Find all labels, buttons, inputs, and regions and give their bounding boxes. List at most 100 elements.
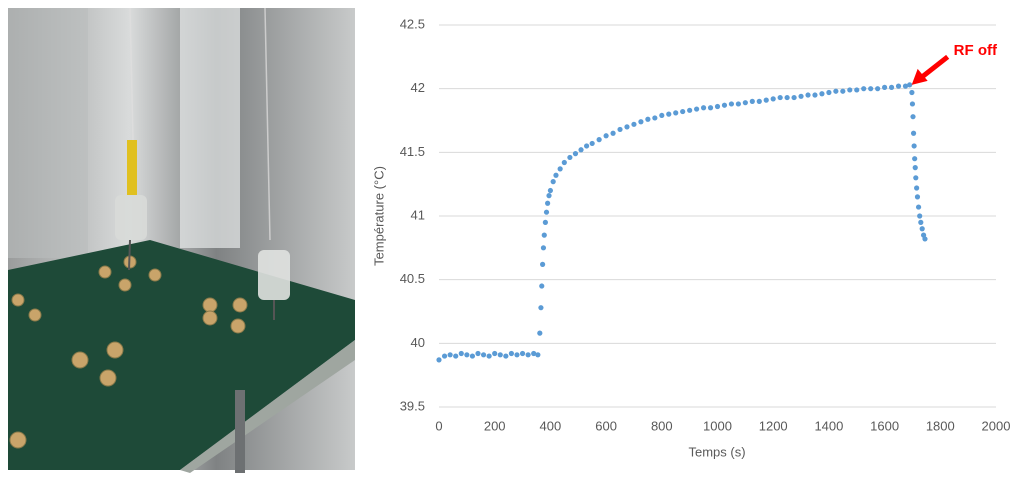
data-point: [784, 94, 790, 101]
data-point: [861, 86, 867, 92]
data-point: [537, 330, 543, 336]
x-tick-label: 600: [595, 418, 617, 433]
data-point: [721, 102, 728, 108]
data-point: [910, 130, 917, 136]
data-point: [540, 261, 546, 267]
data-point: [617, 126, 623, 133]
data-point: [914, 194, 921, 200]
x-tick-label: 1600: [870, 418, 899, 433]
data-point: [567, 154, 573, 161]
y-tick-label: 39.5: [400, 398, 425, 413]
data-point: [917, 213, 923, 219]
x-tick-label: 2000: [982, 418, 1011, 433]
data-point: [525, 352, 531, 358]
data-point: [469, 353, 476, 359]
data-point: [542, 219, 548, 225]
data-point: [447, 352, 453, 358]
data-point: [742, 100, 748, 106]
data-point: [833, 88, 839, 94]
data-point: [756, 98, 762, 104]
data-point: [680, 108, 686, 115]
data-point: [763, 97, 769, 103]
y-axis-label: Température (°C): [371, 166, 386, 266]
data-point: [561, 159, 567, 166]
data-point: [749, 98, 755, 104]
y-tick-label: 42.5: [400, 16, 425, 31]
data-point: [531, 350, 537, 357]
data-point: [631, 121, 637, 127]
data-point: [673, 110, 679, 116]
data-point: [572, 151, 579, 157]
x-tick-label: 1800: [926, 418, 955, 433]
x-tick-label: 1200: [759, 418, 788, 433]
data-point: [557, 166, 563, 172]
data-point: [909, 101, 916, 107]
data-point: [714, 103, 721, 110]
data-point: [659, 112, 665, 119]
data-point: [826, 89, 832, 96]
data-point: [812, 92, 818, 98]
y-tick-label: 42: [411, 80, 425, 95]
data-point: [535, 352, 541, 358]
data-point: [540, 245, 547, 251]
data-point: [700, 105, 707, 111]
x-tick-label: 0: [435, 418, 442, 433]
x-tick-label: 1400: [814, 418, 843, 433]
data-point: [895, 83, 902, 89]
y-tick-label: 41.5: [400, 144, 425, 159]
data-point: [436, 357, 442, 363]
data-point: [777, 94, 783, 101]
chart: Température (°C) Temps (s) 39.5 40 40.5 41 4…: [371, 16, 1010, 459]
data-point: [519, 350, 526, 357]
data-point: [902, 83, 909, 89]
data-point: [819, 91, 825, 97]
data-point: [791, 94, 797, 101]
data-point: [694, 106, 700, 112]
data-point: [464, 352, 470, 358]
data-point: [497, 352, 503, 358]
data-point: [687, 107, 693, 113]
annotation-arrow: [918, 54, 950, 81]
data-point: [553, 172, 559, 178]
data-point: [645, 116, 651, 122]
data-point: [480, 352, 487, 358]
data-point: [915, 204, 922, 210]
photo: [8, 7, 355, 473]
data-point: [912, 156, 918, 162]
data-point: [538, 305, 544, 311]
data-point: [770, 96, 776, 102]
data-point: [652, 115, 658, 121]
data-point: [847, 87, 853, 93]
data-point: [798, 93, 804, 99]
data-point: [458, 350, 464, 357]
x-tick-label: 800: [651, 418, 673, 433]
data-point: [578, 147, 584, 153]
data-point: [550, 179, 556, 185]
y-tick-label: 40.5: [400, 271, 425, 286]
data-point: [840, 88, 846, 94]
data-point: [918, 219, 924, 225]
data-point: [546, 193, 552, 199]
annotation-arrowhead: [911, 68, 928, 85]
data-point: [919, 226, 925, 232]
data-point: [638, 119, 644, 125]
data-point: [486, 353, 492, 359]
data-point: [545, 200, 551, 206]
x-axis-label: Temps (s): [688, 444, 745, 459]
y-tick-label: 41: [411, 207, 425, 222]
data-point: [453, 353, 459, 359]
data-point: [914, 185, 920, 191]
data-point: [541, 232, 547, 238]
data-point: [911, 143, 917, 149]
data-point: [907, 82, 913, 88]
data-point: [882, 84, 888, 90]
x-tick-label: 400: [540, 418, 562, 433]
y-tick-label: 40: [411, 335, 425, 350]
data-point: [543, 209, 550, 215]
data-point: [514, 352, 520, 358]
data-point: [503, 353, 509, 359]
data-point: [666, 111, 672, 117]
x-tick-label: 1000: [703, 418, 732, 433]
data-point: [596, 137, 602, 143]
data-point: [888, 84, 895, 90]
